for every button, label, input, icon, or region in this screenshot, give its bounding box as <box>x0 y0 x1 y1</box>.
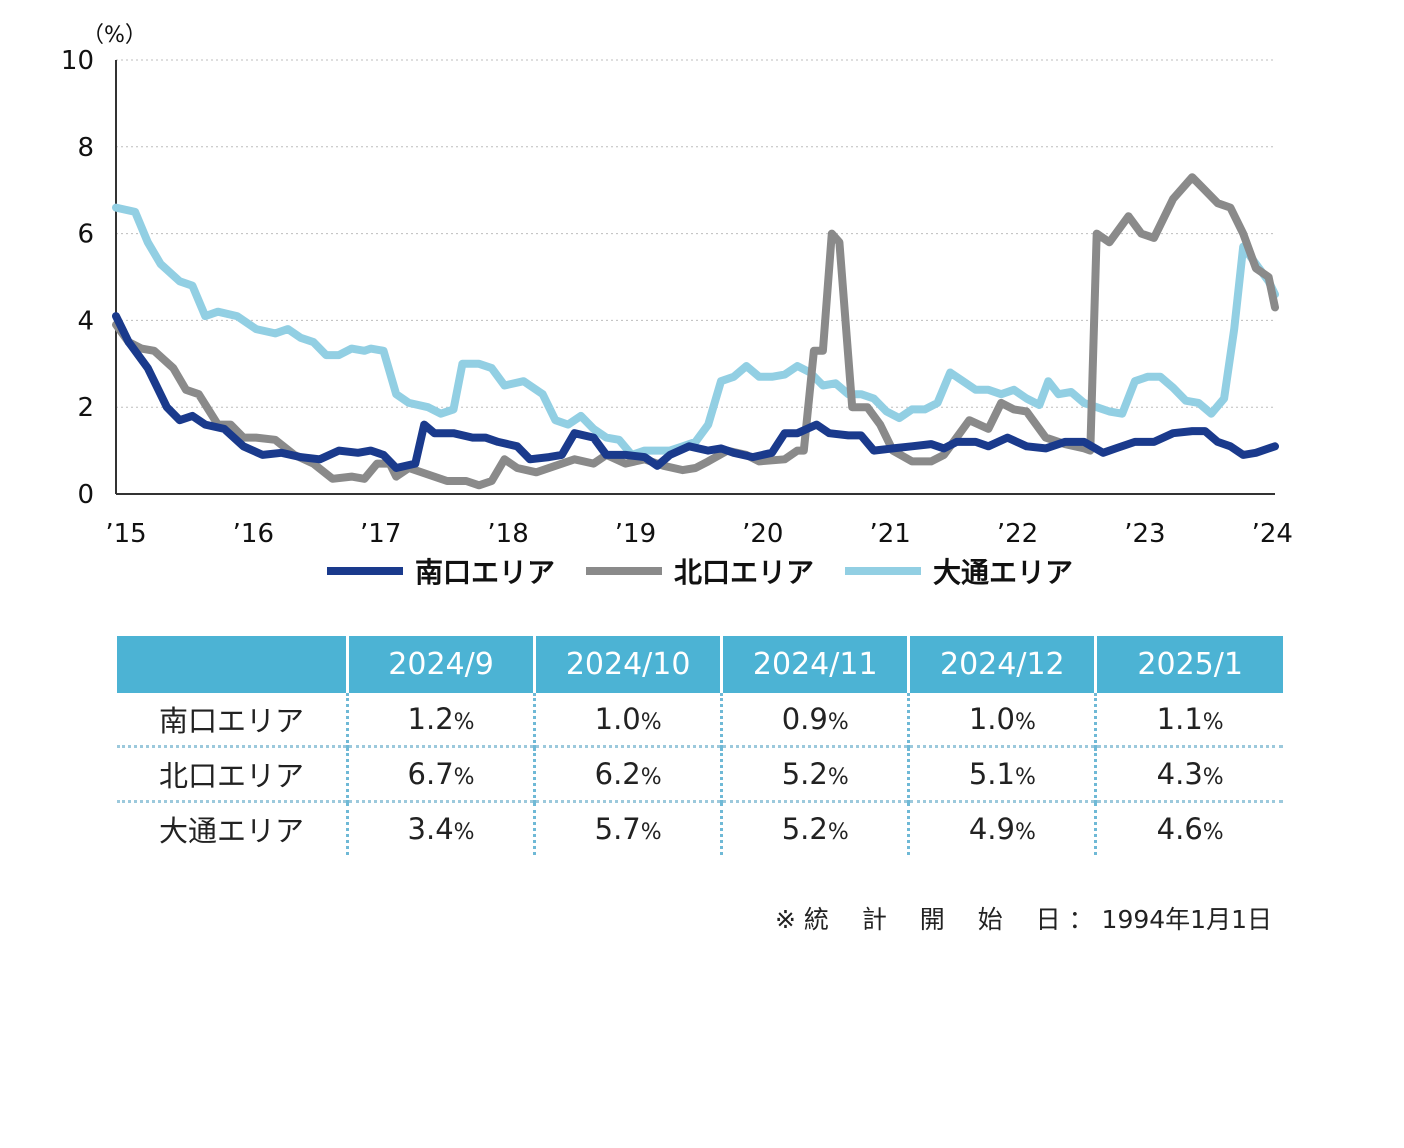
table-cell: 4.6% <box>1094 800 1283 855</box>
cell-unit: % <box>827 765 849 790</box>
cell-value: 5.2 <box>781 812 828 846</box>
cell-value: 4.9 <box>968 812 1015 846</box>
x-tick-label: ’21 <box>869 519 910 549</box>
table-row: 大通エリア 3.4% 5.7% 5.2% 4.9% 4.6% <box>117 800 1283 855</box>
cell-unit: % <box>1202 710 1224 735</box>
y-tick-label: 10 <box>61 46 94 76</box>
table-cell: 4.9% <box>907 800 1096 855</box>
table-cell: 3.4% <box>345 800 535 855</box>
table-row: 北口エリア 6.7% 6.2% 5.2% 5.1% 4.3% <box>117 745 1283 802</box>
cell-value: 4.3 <box>1156 757 1203 791</box>
table-row: 南口エリア 1.2% 1.0% 0.9% 1.0% 1.1% <box>117 693 1283 747</box>
cell-value: 5.2 <box>781 757 828 791</box>
x-axis-ticks: ’15 ’16 ’17 ’18 ’19 ’20 ’21 ’22 ’23 ’24 <box>105 519 1293 549</box>
cell-unit: % <box>1014 710 1036 735</box>
cell-value: 6.2 <box>594 757 641 791</box>
x-tick-label: ’15 <box>105 519 146 549</box>
legend-label: 大通エリア <box>933 556 1073 589</box>
x-tick-label: ’20 <box>742 519 783 549</box>
y-tick-label: 6 <box>77 220 94 250</box>
cell-value: 1.0 <box>594 702 641 736</box>
table-header-cell: 2024/11 <box>720 636 909 693</box>
table-header-row: 2024/9 2024/10 2024/11 2024/12 2025/1 <box>117 636 1283 693</box>
legend-label: 北口エリア <box>674 556 814 589</box>
table-cell: 6.7% <box>345 745 535 802</box>
cell-unit: % <box>1014 765 1036 790</box>
x-tick-label: ’24 <box>1252 519 1293 549</box>
x-tick-label: ’23 <box>1124 519 1165 549</box>
gridlines <box>116 59 1275 408</box>
cell-value: 5.1 <box>968 757 1015 791</box>
table-cell: 5.2% <box>720 800 909 855</box>
table-cell: 1.0% <box>533 693 722 747</box>
x-tick-label: ’19 <box>615 519 656 549</box>
table-header-cell: 2024/9 <box>345 636 535 693</box>
series-line <box>112 203 1279 459</box>
cell-unit: % <box>1202 765 1224 790</box>
table-cell: 1.0% <box>907 693 1096 747</box>
cell-unit: % <box>453 710 475 735</box>
table-cell: 5.7% <box>533 800 722 855</box>
table-cell: 1.1% <box>1094 693 1283 747</box>
cell-unit: % <box>1202 820 1224 845</box>
table-header-cell: 2025/1 <box>1094 636 1283 693</box>
series-line <box>112 312 1279 472</box>
statistics-start-note: ※ 統 計 開 始 日 ： 1994年1月1日 <box>774 905 1272 934</box>
recent-values-table: 2024/9 2024/10 2024/11 2024/12 2025/1 南口… <box>117 636 1283 855</box>
cell-value: 4.6 <box>1156 812 1203 846</box>
cell-value: 1.0 <box>968 702 1015 736</box>
x-tick-label: ’18 <box>487 519 528 549</box>
series-lines <box>112 173 1279 490</box>
cell-unit: % <box>1014 820 1036 845</box>
row-label: 北口エリア <box>117 745 348 802</box>
table-body: 南口エリア 1.2% 1.0% 0.9% 1.0% 1.1% 北口エリア 6.7… <box>117 693 1283 855</box>
x-tick-label: ’16 <box>233 519 274 549</box>
y-axis-unit-label: （%） <box>82 23 147 48</box>
x-tick-label: ’17 <box>360 519 401 549</box>
y-axis-ticks: 0 2 4 6 8 10 <box>61 46 94 510</box>
cell-unit: % <box>827 820 849 845</box>
cell-value: 1.1 <box>1156 702 1203 736</box>
table-header-corner <box>117 636 348 693</box>
cell-unit: % <box>640 710 662 735</box>
table-cell: 1.2% <box>345 693 535 747</box>
legend-label: 南口エリア <box>415 556 555 589</box>
table-cell: 6.2% <box>533 745 722 802</box>
cell-value: 3.4 <box>407 812 454 846</box>
y-tick-label: 2 <box>77 393 94 423</box>
cell-value: 6.7 <box>407 757 454 791</box>
cell-unit: % <box>640 765 662 790</box>
table-header-cell: 2024/12 <box>907 636 1096 693</box>
x-tick-label: ’22 <box>997 519 1038 549</box>
row-label: 南口エリア <box>158 704 304 738</box>
cell-unit: % <box>453 820 475 845</box>
cell-unit: % <box>453 765 475 790</box>
cell-unit: % <box>640 820 662 845</box>
table-cell: 5.2% <box>720 745 909 802</box>
recent-values-table-container: 2024/9 2024/10 2024/11 2024/12 2025/1 南口… <box>117 636 1283 855</box>
cell-value: 1.2 <box>407 702 454 736</box>
table-cell: 4.3% <box>1094 745 1283 802</box>
cell-value: 5.7 <box>594 812 641 846</box>
y-tick-label: 0 <box>77 480 94 510</box>
row-label: 大通エリア <box>117 800 348 855</box>
cell-value: 0.9 <box>781 702 828 736</box>
table-cell: 5.1% <box>907 745 1096 802</box>
cell-unit: % <box>827 710 849 735</box>
legend: 南口エリア 北口エリア 大通エリア <box>327 556 1073 589</box>
table-header-cell: 2024/10 <box>533 636 722 693</box>
y-tick-label: 4 <box>77 306 94 336</box>
y-tick-label: 8 <box>77 133 94 163</box>
table-cell: 0.9% <box>720 693 909 747</box>
